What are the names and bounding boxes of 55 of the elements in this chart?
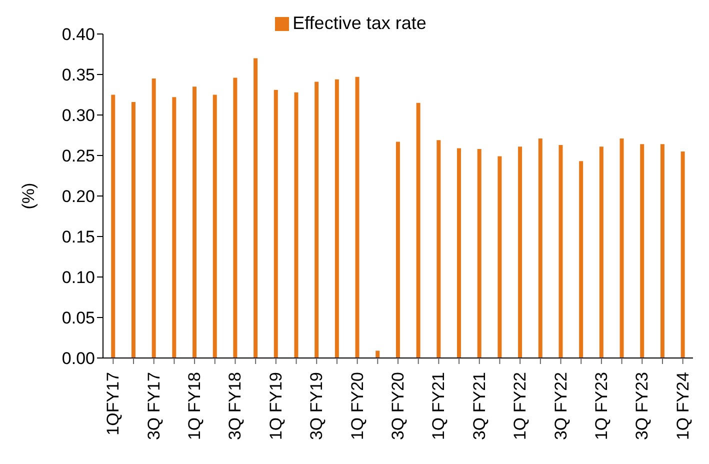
- bar: [538, 138, 542, 358]
- x-tick-label: 1Q FY24: [673, 372, 692, 440]
- bar: [518, 146, 522, 358]
- x-tick-label: 1Q FY22: [510, 372, 530, 440]
- y-tick-label: 0.15: [62, 228, 95, 247]
- bar: [416, 102, 420, 358]
- bar: [579, 161, 584, 358]
- x-tick-label: 3Q FY20: [388, 372, 408, 440]
- y-tick-label: 0.10: [62, 268, 95, 288]
- bar: [436, 140, 441, 358]
- y-axis-title: (%): [19, 182, 38, 210]
- y-tick-label: 0.35: [62, 66, 95, 85]
- bar: [477, 149, 482, 358]
- x-tick-label: 1Q FY18: [185, 372, 204, 440]
- bar: [680, 151, 685, 358]
- bar: [640, 144, 644, 358]
- bar: [599, 146, 604, 358]
- y-tick-label: 0.30: [62, 106, 95, 126]
- x-tick-label: 1QFY17: [104, 372, 123, 436]
- x-tick-label: 3Q FY21: [470, 372, 489, 440]
- y-tick-label: 0.00: [62, 349, 95, 368]
- x-tick-label: 1Q FY20: [348, 372, 367, 440]
- x-tick-label: 1Q FY19: [266, 372, 286, 440]
- y-tick-label: 0.20: [62, 187, 95, 206]
- x-tick-label: 3Q FY22: [551, 372, 570, 440]
- y-tick-label: 0.25: [62, 146, 95, 166]
- bar: [558, 144, 563, 358]
- x-tick-label: 3Q FY18: [226, 372, 245, 440]
- y-tick-label: 0.40: [62, 25, 95, 44]
- bar: [131, 102, 136, 358]
- bar: [355, 76, 360, 358]
- x-tick-label: 3Q FY23: [632, 372, 652, 440]
- bar: [314, 82, 319, 358]
- bar: [376, 350, 380, 358]
- bar: [152, 78, 156, 358]
- x-tick-label: 3Q FY17: [144, 372, 164, 440]
- bar: [254, 58, 258, 358]
- bar: [294, 92, 298, 358]
- bar: [620, 138, 624, 358]
- y-tick-label: 0.05: [62, 308, 95, 328]
- bar: [660, 144, 664, 358]
- bar: [192, 86, 197, 358]
- bar: [498, 156, 502, 358]
- bar: [396, 142, 400, 358]
- bar: [457, 148, 461, 358]
- x-tick-label: 1Q FY23: [592, 372, 611, 440]
- x-tick-label: 1Q FY21: [429, 372, 448, 440]
- bar: [233, 78, 238, 358]
- bar: [274, 90, 278, 358]
- legend-label: Effective tax rate: [292, 13, 426, 33]
- bar: [334, 79, 339, 358]
- bar: [212, 94, 217, 358]
- bar: [111, 94, 116, 358]
- bar: [172, 97, 176, 358]
- x-tick-label: 3Q FY19: [307, 372, 326, 440]
